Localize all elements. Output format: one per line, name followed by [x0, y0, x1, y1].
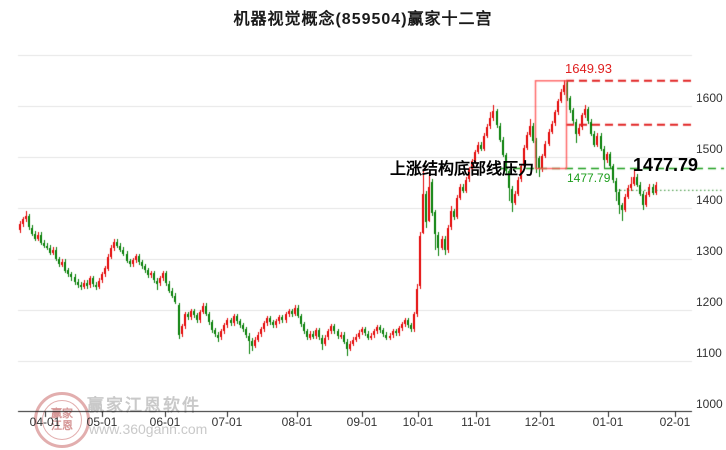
x-axis-label: 05-01 — [86, 415, 118, 429]
x-axis-label: 07-01 — [211, 415, 243, 429]
y-axis-label: 1400 — [696, 193, 723, 208]
y-axis-label: 1000 — [696, 397, 723, 411]
x-axis-label: 02-01 — [659, 415, 691, 429]
support-price-label-small: 1477.79 — [567, 171, 611, 185]
x-axis-label: 01-01 — [592, 415, 624, 429]
y-axis-label: 1300 — [696, 244, 723, 259]
y-axis-label: 1600 — [696, 91, 723, 106]
support-price-label-bold: 1477.79 — [633, 155, 699, 175]
x-axis-label: 09-01 — [346, 415, 378, 429]
x-axis-label: 08-01 — [281, 415, 313, 429]
x-axis-label: 12-01 — [524, 415, 556, 429]
x-axis-label: 04-01 — [29, 415, 61, 429]
pressure-annotation: 上涨结构底部线压力 — [390, 161, 535, 178]
y-axis-label: 1100 — [696, 346, 722, 361]
y-axis-label: 1500 — [696, 142, 723, 157]
peak-price-label: 1649.93 — [565, 61, 612, 76]
x-axis-label: 10-01 — [402, 415, 434, 429]
x-axis-label: 11-01 — [461, 415, 491, 429]
x-axis-label: 06-01 — [149, 415, 181, 429]
y-axis-label: 1200 — [696, 295, 723, 310]
